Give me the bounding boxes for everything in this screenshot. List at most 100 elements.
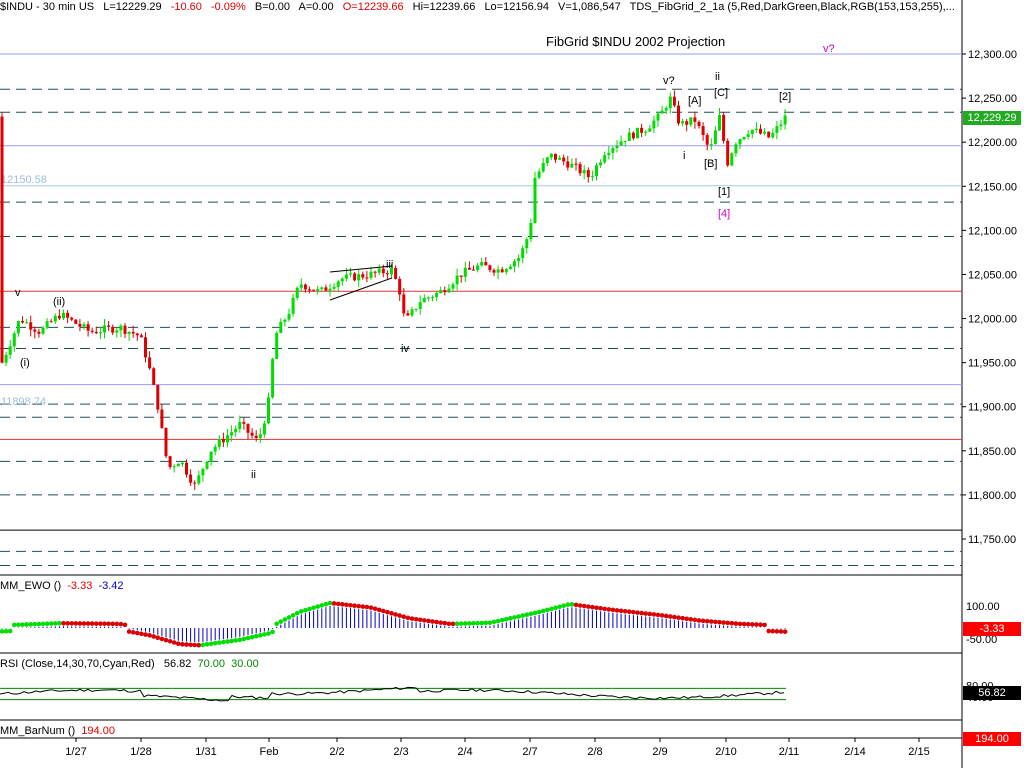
candle-body — [681, 121, 685, 124]
ewo-dot — [590, 604, 595, 610]
ewo-dot — [114, 621, 120, 627]
candle-body — [590, 176, 594, 178]
quote-header: $INDU - 30 min US L=12229.29 -10.60 -0.0… — [0, 0, 961, 14]
candle-body — [144, 337, 147, 358]
candle-body — [480, 262, 484, 266]
ewo-dot — [299, 609, 304, 614]
ewo-dot — [540, 608, 546, 614]
ewo-dot — [512, 615, 517, 620]
candle-body — [185, 462, 188, 475]
candle-body — [213, 446, 217, 452]
candle-body — [660, 110, 664, 114]
wave-label: [B] — [704, 158, 717, 170]
candle-body — [656, 113, 660, 121]
candle-body — [160, 409, 164, 428]
candle-body — [205, 461, 209, 469]
ewo-dot — [389, 611, 394, 616]
candle-body — [98, 332, 102, 334]
barnum-label-group: MM_BarNum () 194.00 — [0, 725, 115, 737]
candle-body — [508, 266, 512, 270]
ewo-dot — [327, 600, 333, 606]
candle-body — [435, 292, 439, 298]
ewo-dot — [217, 640, 222, 645]
candle-body — [344, 274, 348, 279]
candle-body — [41, 327, 45, 334]
ewo-dot — [180, 642, 185, 647]
ewo-dot — [454, 621, 460, 627]
candle-body — [771, 132, 775, 138]
ewo-dot — [61, 620, 66, 626]
candle-body — [517, 258, 521, 262]
wave-label: [A] — [688, 95, 701, 107]
candle-body — [525, 239, 529, 249]
candle-body — [320, 287, 324, 289]
ewo-dot — [258, 633, 263, 638]
ewo-dot — [81, 621, 87, 626]
fib-level-label: 12150.58 — [1, 174, 47, 186]
ewo-dot — [495, 618, 501, 624]
candle-body — [496, 269, 500, 273]
candle-body — [156, 384, 160, 410]
ewo-dot — [266, 631, 271, 636]
candle-body — [291, 297, 295, 314]
net-change: -10.60 — [170, 1, 202, 13]
candle-body — [426, 297, 430, 299]
candle-body — [197, 475, 201, 484]
ewo-tick-label: 100.00 — [966, 601, 1000, 613]
candle-body — [640, 127, 644, 133]
ewo-dot — [709, 619, 714, 624]
ewo-dot — [516, 614, 521, 619]
candle-body — [74, 319, 78, 324]
candle-body — [238, 422, 242, 429]
ewo-dot — [364, 604, 370, 610]
candle-body — [627, 132, 631, 141]
ewo-dot — [147, 633, 152, 638]
ewo-dot — [40, 621, 46, 627]
open-price: O=12239.66 — [342, 1, 404, 13]
ewo-dot — [741, 621, 747, 627]
ewo-dot — [417, 617, 423, 623]
ewo-dot — [372, 606, 378, 612]
candle-body — [111, 326, 115, 333]
candle-body — [209, 451, 213, 462]
candle-body — [365, 277, 369, 279]
price-tick-label: 12,300.00 — [968, 49, 1017, 61]
candle-body — [418, 302, 422, 309]
ewo-dot — [229, 638, 234, 644]
ewo-dot — [696, 618, 702, 623]
ewo-dot — [139, 631, 144, 637]
ewo-dot — [430, 619, 435, 624]
candle-body — [574, 163, 578, 165]
ewo-dot — [110, 621, 115, 627]
candle-body — [267, 397, 270, 424]
x-tick-label: 2/3 — [393, 746, 408, 758]
ewo-dot — [577, 603, 583, 608]
candle-body — [78, 323, 82, 327]
ewo-dot — [385, 609, 390, 615]
candle-body — [476, 265, 480, 271]
x-tick-label: 1/31 — [195, 746, 216, 758]
candle-body — [254, 435, 258, 439]
ewo-dot — [581, 603, 587, 609]
ewo-dot — [184, 642, 189, 647]
ewo-dot — [397, 613, 403, 618]
candle-body — [738, 139, 742, 145]
ewo-dot — [356, 603, 362, 609]
ewo-dot — [766, 628, 771, 634]
ewo-dot — [12, 622, 17, 628]
candle-body — [529, 222, 533, 240]
last-price-tag: 12,229.29 — [963, 111, 1021, 125]
ewo-dot — [32, 621, 38, 627]
pct-change: -0.09% — [210, 1, 246, 13]
rsi-line — [0, 686, 785, 702]
candle-body — [242, 422, 246, 424]
ewo-dot — [196, 642, 202, 648]
ewo-dot — [237, 637, 243, 643]
ewo-dot — [44, 621, 50, 627]
ewo-dot — [118, 621, 124, 627]
candle-body — [652, 120, 656, 129]
ewo-dot — [77, 621, 83, 626]
candle-body — [582, 170, 586, 174]
ewo-dot — [602, 606, 607, 612]
